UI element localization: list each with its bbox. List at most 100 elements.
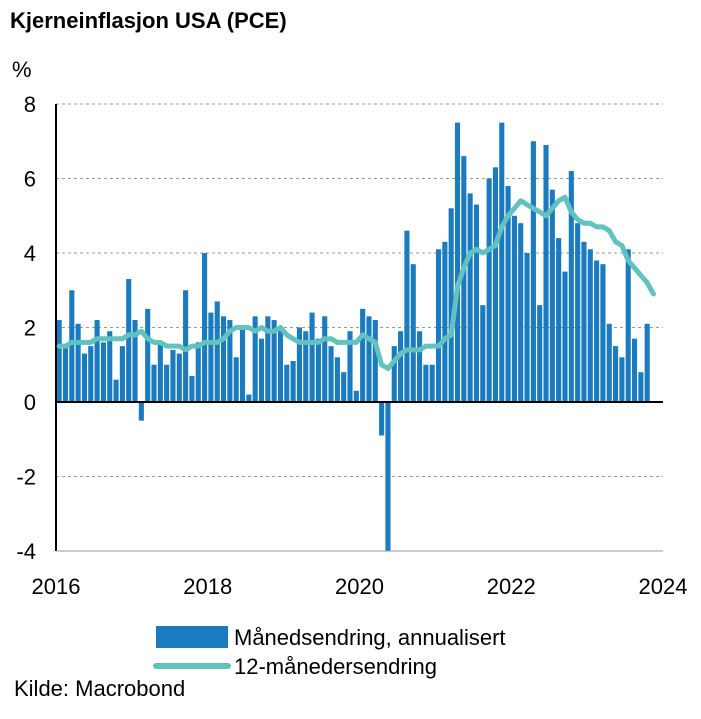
bar — [296, 327, 302, 402]
bar — [56, 320, 62, 402]
bar — [138, 402, 144, 421]
bar — [94, 320, 100, 402]
bar — [429, 364, 435, 402]
y-tick-label: -2 — [16, 465, 36, 490]
bar — [461, 156, 467, 402]
bar — [625, 249, 631, 402]
bar — [290, 361, 296, 402]
x-tick-label: 2016 — [32, 574, 81, 599]
bar — [435, 249, 442, 402]
bar — [372, 320, 378, 402]
bar — [410, 264, 416, 402]
bar — [208, 312, 214, 402]
axes — [55, 104, 663, 552]
bar — [328, 346, 334, 403]
bar — [157, 342, 163, 402]
bar — [385, 402, 391, 551]
bar — [88, 346, 94, 403]
bar — [315, 338, 321, 402]
bar — [239, 327, 246, 402]
bar — [252, 316, 258, 402]
bar — [537, 305, 543, 402]
bar — [543, 144, 549, 402]
bar — [518, 223, 524, 402]
bar — [511, 215, 517, 402]
bar — [492, 167, 498, 402]
bar — [214, 301, 220, 402]
bar — [442, 241, 448, 402]
bar — [448, 208, 454, 402]
bar — [606, 323, 612, 402]
bar — [575, 223, 581, 402]
bar — [454, 122, 461, 403]
bar — [568, 171, 574, 402]
bar — [284, 364, 290, 402]
bar — [398, 331, 404, 402]
bar — [189, 375, 195, 402]
bar — [81, 353, 88, 402]
bar — [499, 122, 505, 403]
bar — [202, 253, 208, 402]
bar — [638, 372, 644, 402]
bar — [467, 193, 473, 402]
bar — [107, 331, 113, 402]
bar — [360, 308, 366, 403]
bar — [62, 346, 69, 403]
bar — [581, 241, 587, 402]
y-tick-label: -4 — [16, 539, 36, 564]
bar — [183, 290, 189, 402]
y-tick-label: 2 — [24, 316, 36, 341]
x-tick-label: 2020 — [335, 574, 384, 599]
bar — [549, 189, 555, 402]
bar — [176, 353, 182, 402]
legend-bar-swatch — [156, 626, 228, 648]
chart-title: Kjerneinflasjon USA (PCE) — [10, 8, 287, 33]
bar — [113, 379, 119, 402]
bar — [100, 342, 106, 402]
bar — [126, 279, 132, 402]
bar-series — [56, 122, 650, 551]
bar — [75, 323, 81, 402]
bar — [277, 327, 284, 402]
bar — [233, 357, 239, 402]
y-tick-labels: -4 -2 0 2 4 6 8 — [16, 92, 36, 564]
legend-bar-label: Månedsendring, annualisert — [234, 625, 506, 650]
x-tick-label: 2024 — [639, 574, 688, 599]
bar — [480, 305, 486, 402]
bar — [341, 372, 347, 402]
bar — [164, 364, 170, 402]
bar — [69, 290, 75, 402]
bar — [170, 349, 176, 402]
bar — [391, 346, 397, 403]
bar — [619, 357, 625, 402]
bar — [379, 402, 385, 436]
bar — [562, 271, 568, 403]
bar — [644, 323, 650, 402]
bar — [132, 320, 138, 402]
bar — [271, 320, 277, 402]
line-series-12m — [56, 194, 656, 371]
bar — [227, 320, 233, 402]
bar — [145, 308, 151, 403]
x-tick-label: 2018 — [183, 574, 232, 599]
bar — [524, 253, 530, 402]
bar — [486, 178, 492, 402]
bar — [265, 316, 271, 402]
bar — [530, 141, 536, 402]
bar — [322, 316, 328, 402]
bar — [417, 331, 423, 402]
bar — [246, 394, 252, 402]
bar — [600, 264, 606, 402]
y-tick-label: 4 — [24, 241, 36, 266]
bar — [347, 331, 353, 402]
bar — [473, 204, 480, 402]
bar — [631, 338, 638, 402]
legend: Månedsendring, annualisert 12-månedersen… — [153, 625, 506, 679]
bar — [404, 230, 410, 402]
x-tick-label: 2022 — [487, 574, 536, 599]
bar — [353, 390, 359, 402]
bar — [556, 238, 562, 402]
bar — [594, 260, 600, 402]
bar — [119, 346, 125, 403]
